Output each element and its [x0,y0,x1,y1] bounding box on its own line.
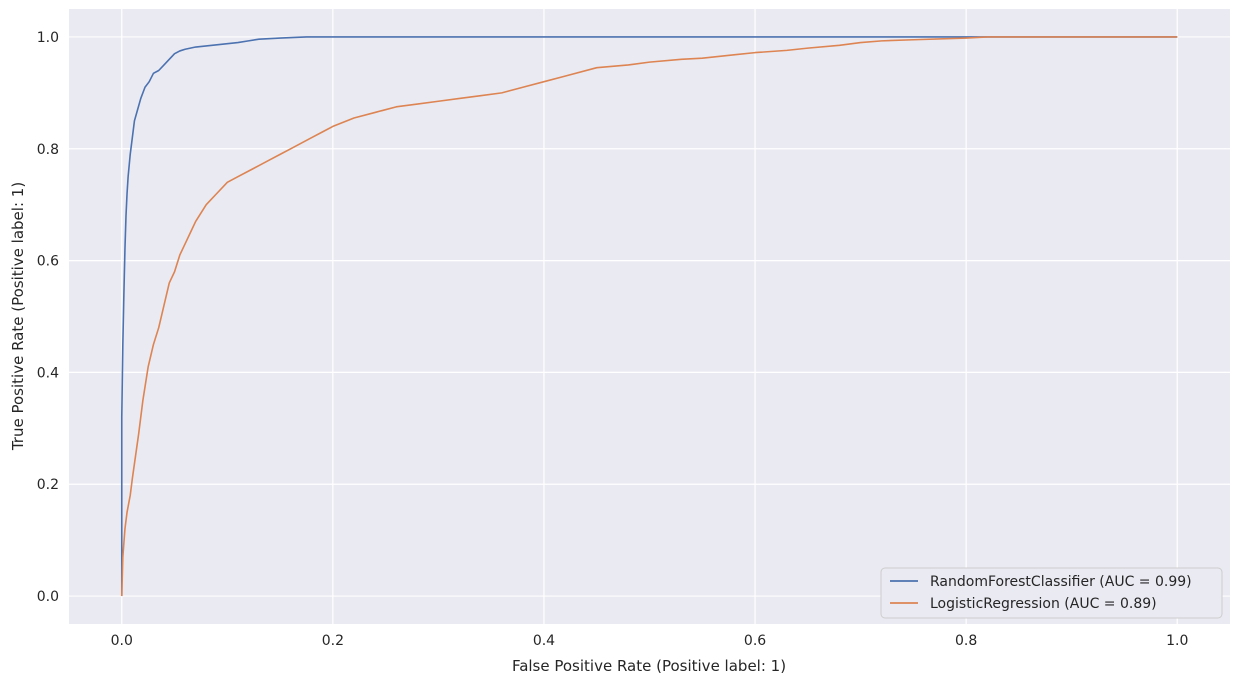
y-axis-label: True Positive Rate (Positive label: 1) [9,182,27,451]
series-line-1 [120,36,1178,597]
y-tick-labels: 0.0 0.2 0.4 0.6 0.8 1.0 [37,30,59,605]
y-tick-label: 0.4 [37,365,59,381]
legend: RandomForestClassifier (AUC = 0.99) Logis… [880,567,1223,619]
legend-box [880,567,1223,619]
x-tick-label: 0.2 [322,633,344,649]
x-tick-label: 0.4 [533,633,555,649]
legend-label: LogisticRegression (AUC = 0.89) [930,596,1157,612]
x-tick-labels: 0.0 0.2 0.4 0.6 0.8 1.0 [111,633,1189,649]
grid-lines [69,9,1230,624]
y-tick-label: 0.6 [37,254,59,270]
plot-background [69,9,1230,624]
y-tick-label: 0.8 [37,142,59,158]
y-tick-label: 1.0 [37,30,59,46]
y-tick-label: 0.0 [37,589,59,605]
x-tick-label: 0.6 [744,633,766,649]
series-line-0 [120,36,1178,597]
y-tick-label: 0.2 [37,477,59,493]
x-tick-label: 0.8 [955,633,977,649]
series-lines [120,36,1178,597]
x-tick-label: 1.0 [1166,633,1188,649]
legend-label: RandomForestClassifier (AUC = 0.99) [930,574,1192,590]
x-axis-label: False Positive Rate (Positive label: 1) [512,657,786,675]
x-tick-label: 0.0 [111,633,133,649]
